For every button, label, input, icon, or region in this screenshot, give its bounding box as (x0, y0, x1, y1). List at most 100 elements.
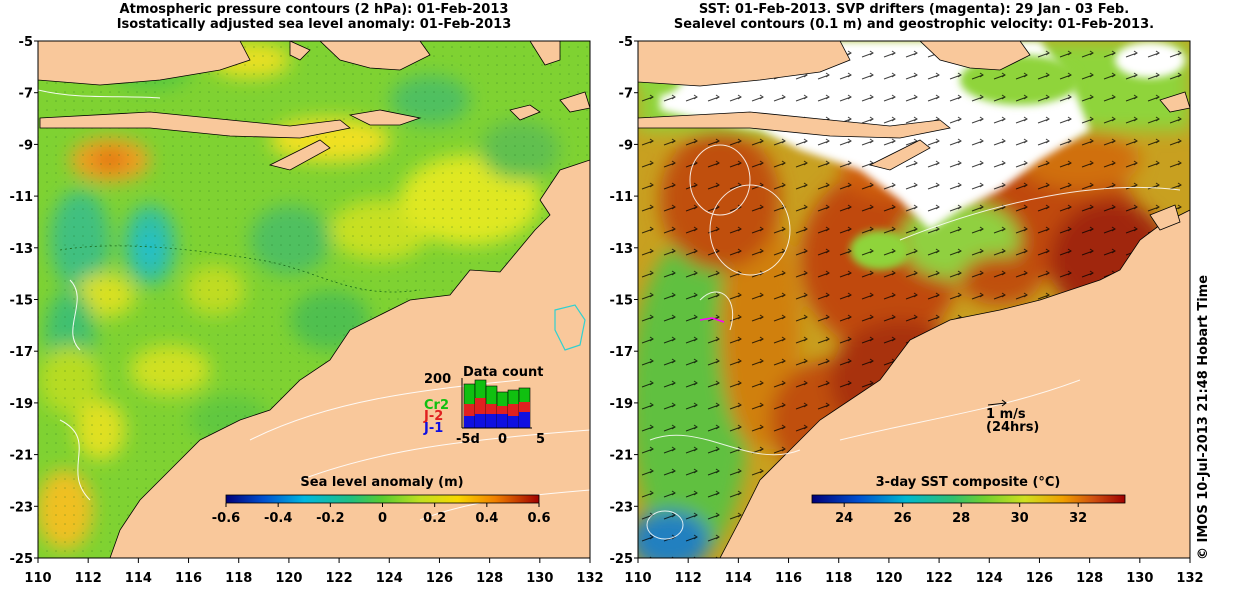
copyright-note: © IMOS 10-Jul-2013 21:48 Hobart Time (1196, 274, 1211, 560)
inset-y-tick: 200 (424, 372, 451, 387)
right-y-tick-label: -19 (610, 397, 634, 412)
sla-colorbar-title: Sea level anomaly (m) (300, 475, 463, 490)
sla-colorbar-tick-label: -0.6 (212, 511, 240, 526)
left-x-axis: 110 112 114 116 118 120 122 124 126 128 130 132 (24, 558, 604, 586)
left-y-tick-label: -13 (10, 242, 34, 257)
timor-island-right (868, 139, 931, 171)
right-land (638, 41, 1190, 558)
inset-x-tick-minus5: -5d (456, 432, 480, 447)
left-y-tick-label: -21 (10, 449, 34, 464)
legend-cr2: Cr2 (424, 398, 449, 413)
right-title-line2: Sealevel contours (0.1 m) and geostrophi… (673, 17, 1155, 32)
right-x-tick-label: 130 (1126, 571, 1153, 586)
sst-colorbar-tick-label: 28 (952, 511, 970, 526)
inset-title: Data count (463, 365, 543, 380)
left-y-tick-label: -17 (10, 345, 34, 360)
svp-drifter-track (699, 317, 725, 323)
left-y-tick-label: -9 (19, 138, 33, 153)
right-x-tick-label: 122 (926, 571, 953, 586)
sla-colorbar-tick-label: 0.2 (423, 511, 446, 526)
sla-colorbar: Sea level anomaly (m) -0.6 -0.4 -0.2 0 0.2 0.… (212, 475, 551, 526)
left-x-tick-label: 130 (526, 571, 553, 586)
pressure-contour (59, 245, 421, 293)
sst-colorbar-ticks: 24 26 28 30 32 (835, 503, 1087, 526)
velocity-scale: 1 m/s (24hrs) (986, 399, 1039, 435)
left-panel-title: Atmospheric pressure contours (2 hPa): 0… (38, 2, 590, 32)
right-y-tick-label: -15 (610, 294, 634, 309)
left-y-tick-label: -5 (19, 35, 33, 50)
right-y-tick-label: -25 (610, 552, 634, 567)
australia-landmass (109, 159, 590, 558)
left-map-area (38, 41, 590, 558)
left-y-tick-label: -25 (10, 552, 34, 567)
australia-landmass-right (719, 209, 1190, 558)
left-x-tick-label: 128 (476, 571, 503, 586)
left-y-axis: -5 -7 -9 -11 -13 -15 -17 -19 -21 -23 -25 (10, 35, 38, 567)
left-x-tick-label: 110 (24, 571, 51, 586)
left-x-tick-label: 116 (175, 571, 202, 586)
right-x-tick-label: 110 (624, 571, 651, 586)
right-y-tick-label: -7 (619, 87, 633, 102)
left-y-tick-label: -7 (19, 87, 33, 102)
legend-j2: J-2 (423, 409, 443, 424)
inset-bars (463, 379, 531, 429)
left-y-tick-label: -19 (10, 397, 34, 412)
left-y-tick-label: -11 (10, 190, 34, 205)
sla-colorbar-tick-label: 0 (378, 511, 387, 526)
sst-colorbar-tick-label: 24 (835, 511, 853, 526)
lesser-sunda-islands-right (638, 111, 951, 139)
sst-colorbar-title: 3-day SST composite (°C) (876, 475, 1061, 490)
left-x-tick-label: 124 (376, 571, 403, 586)
sst-colorbar: 3-day SST composite (°C) 24 26 28 30 32 (811, 475, 1126, 526)
legend-j1: J-1 (423, 421, 443, 436)
velocity-scale-sub: (24hrs) (986, 420, 1039, 435)
inland-cyan-contour (554, 304, 586, 351)
right-x-axis: 110 112 114 116 118 120 122 124 126 128 130 132 (624, 558, 1204, 586)
left-title-line2: Isostatically adjusted sea level anomaly… (116, 17, 512, 32)
right-y-tick-label: -9 (619, 138, 633, 153)
right-y-tick-label: -17 (610, 345, 634, 360)
sla-colorbar-tick-label: 0.4 (475, 511, 498, 526)
right-y-tick-label: -13 (610, 242, 634, 257)
right-map-area (638, 41, 1190, 558)
left-x-tick-label: 118 (225, 571, 252, 586)
sla-colorbar-tick-label: -0.4 (264, 511, 292, 526)
right-x-tick-label: 120 (875, 571, 902, 586)
right-x-tick-label: 116 (775, 571, 802, 586)
java-coast-right (638, 41, 851, 87)
velocity-scale-label: 1 m/s (986, 407, 1026, 422)
left-x-tick-label: 120 (275, 571, 302, 586)
left-sla-contours (38, 89, 590, 521)
right-y-tick-label: -23 (610, 500, 634, 515)
left-x-tick-label: 122 (326, 571, 353, 586)
right-x-tick-label: 126 (1026, 571, 1053, 586)
right-y-tick-label: -11 (610, 190, 634, 205)
java-sumatra-coast (38, 41, 251, 86)
inset-x-tick-5: 5 (536, 432, 545, 447)
borneo-sulawesi-land (319, 41, 431, 71)
data-count-inset: Data count 200 Cr2 J-2 J-1 -5d (423, 365, 545, 447)
left-land (38, 41, 590, 558)
left-title-line1: Atmospheric pressure contours (2 hPa): 0… (119, 2, 509, 17)
right-title-line1: SST: 01-Feb-2013. SVP drifters (magenta)… (698, 2, 1130, 17)
lesser-sunda-islands (39, 111, 351, 139)
left-x-tick-label: 112 (75, 571, 102, 586)
inset-x-tick-0: 0 (498, 432, 507, 447)
left-x-tick-label: 132 (576, 571, 603, 586)
right-panel-title: SST: 01-Feb-2013. SVP drifters (magenta)… (638, 2, 1190, 32)
left-x-tick-label: 114 (125, 571, 152, 586)
sst-colorbar-tick-label: 26 (894, 511, 912, 526)
right-y-axis: -5 -7 -9 -11 -13 -15 -17 -19 -21 -23 -25 (610, 35, 638, 567)
sst-colorbar-tick-label: 32 (1069, 511, 1087, 526)
sla-colorbar-tick-label: 0.6 (527, 511, 550, 526)
sst-colorbar-tick-label: 30 (1011, 511, 1029, 526)
right-x-tick-label: 114 (725, 571, 752, 586)
right-y-tick-label: -21 (610, 449, 634, 464)
right-x-tick-label: 128 (1076, 571, 1103, 586)
left-y-tick-label: -23 (10, 500, 34, 515)
right-x-tick-label: 118 (825, 571, 852, 586)
right-x-tick-label: 124 (976, 571, 1003, 586)
right-x-tick-label: 132 (1176, 571, 1203, 586)
right-sla-contours (646, 144, 1181, 540)
